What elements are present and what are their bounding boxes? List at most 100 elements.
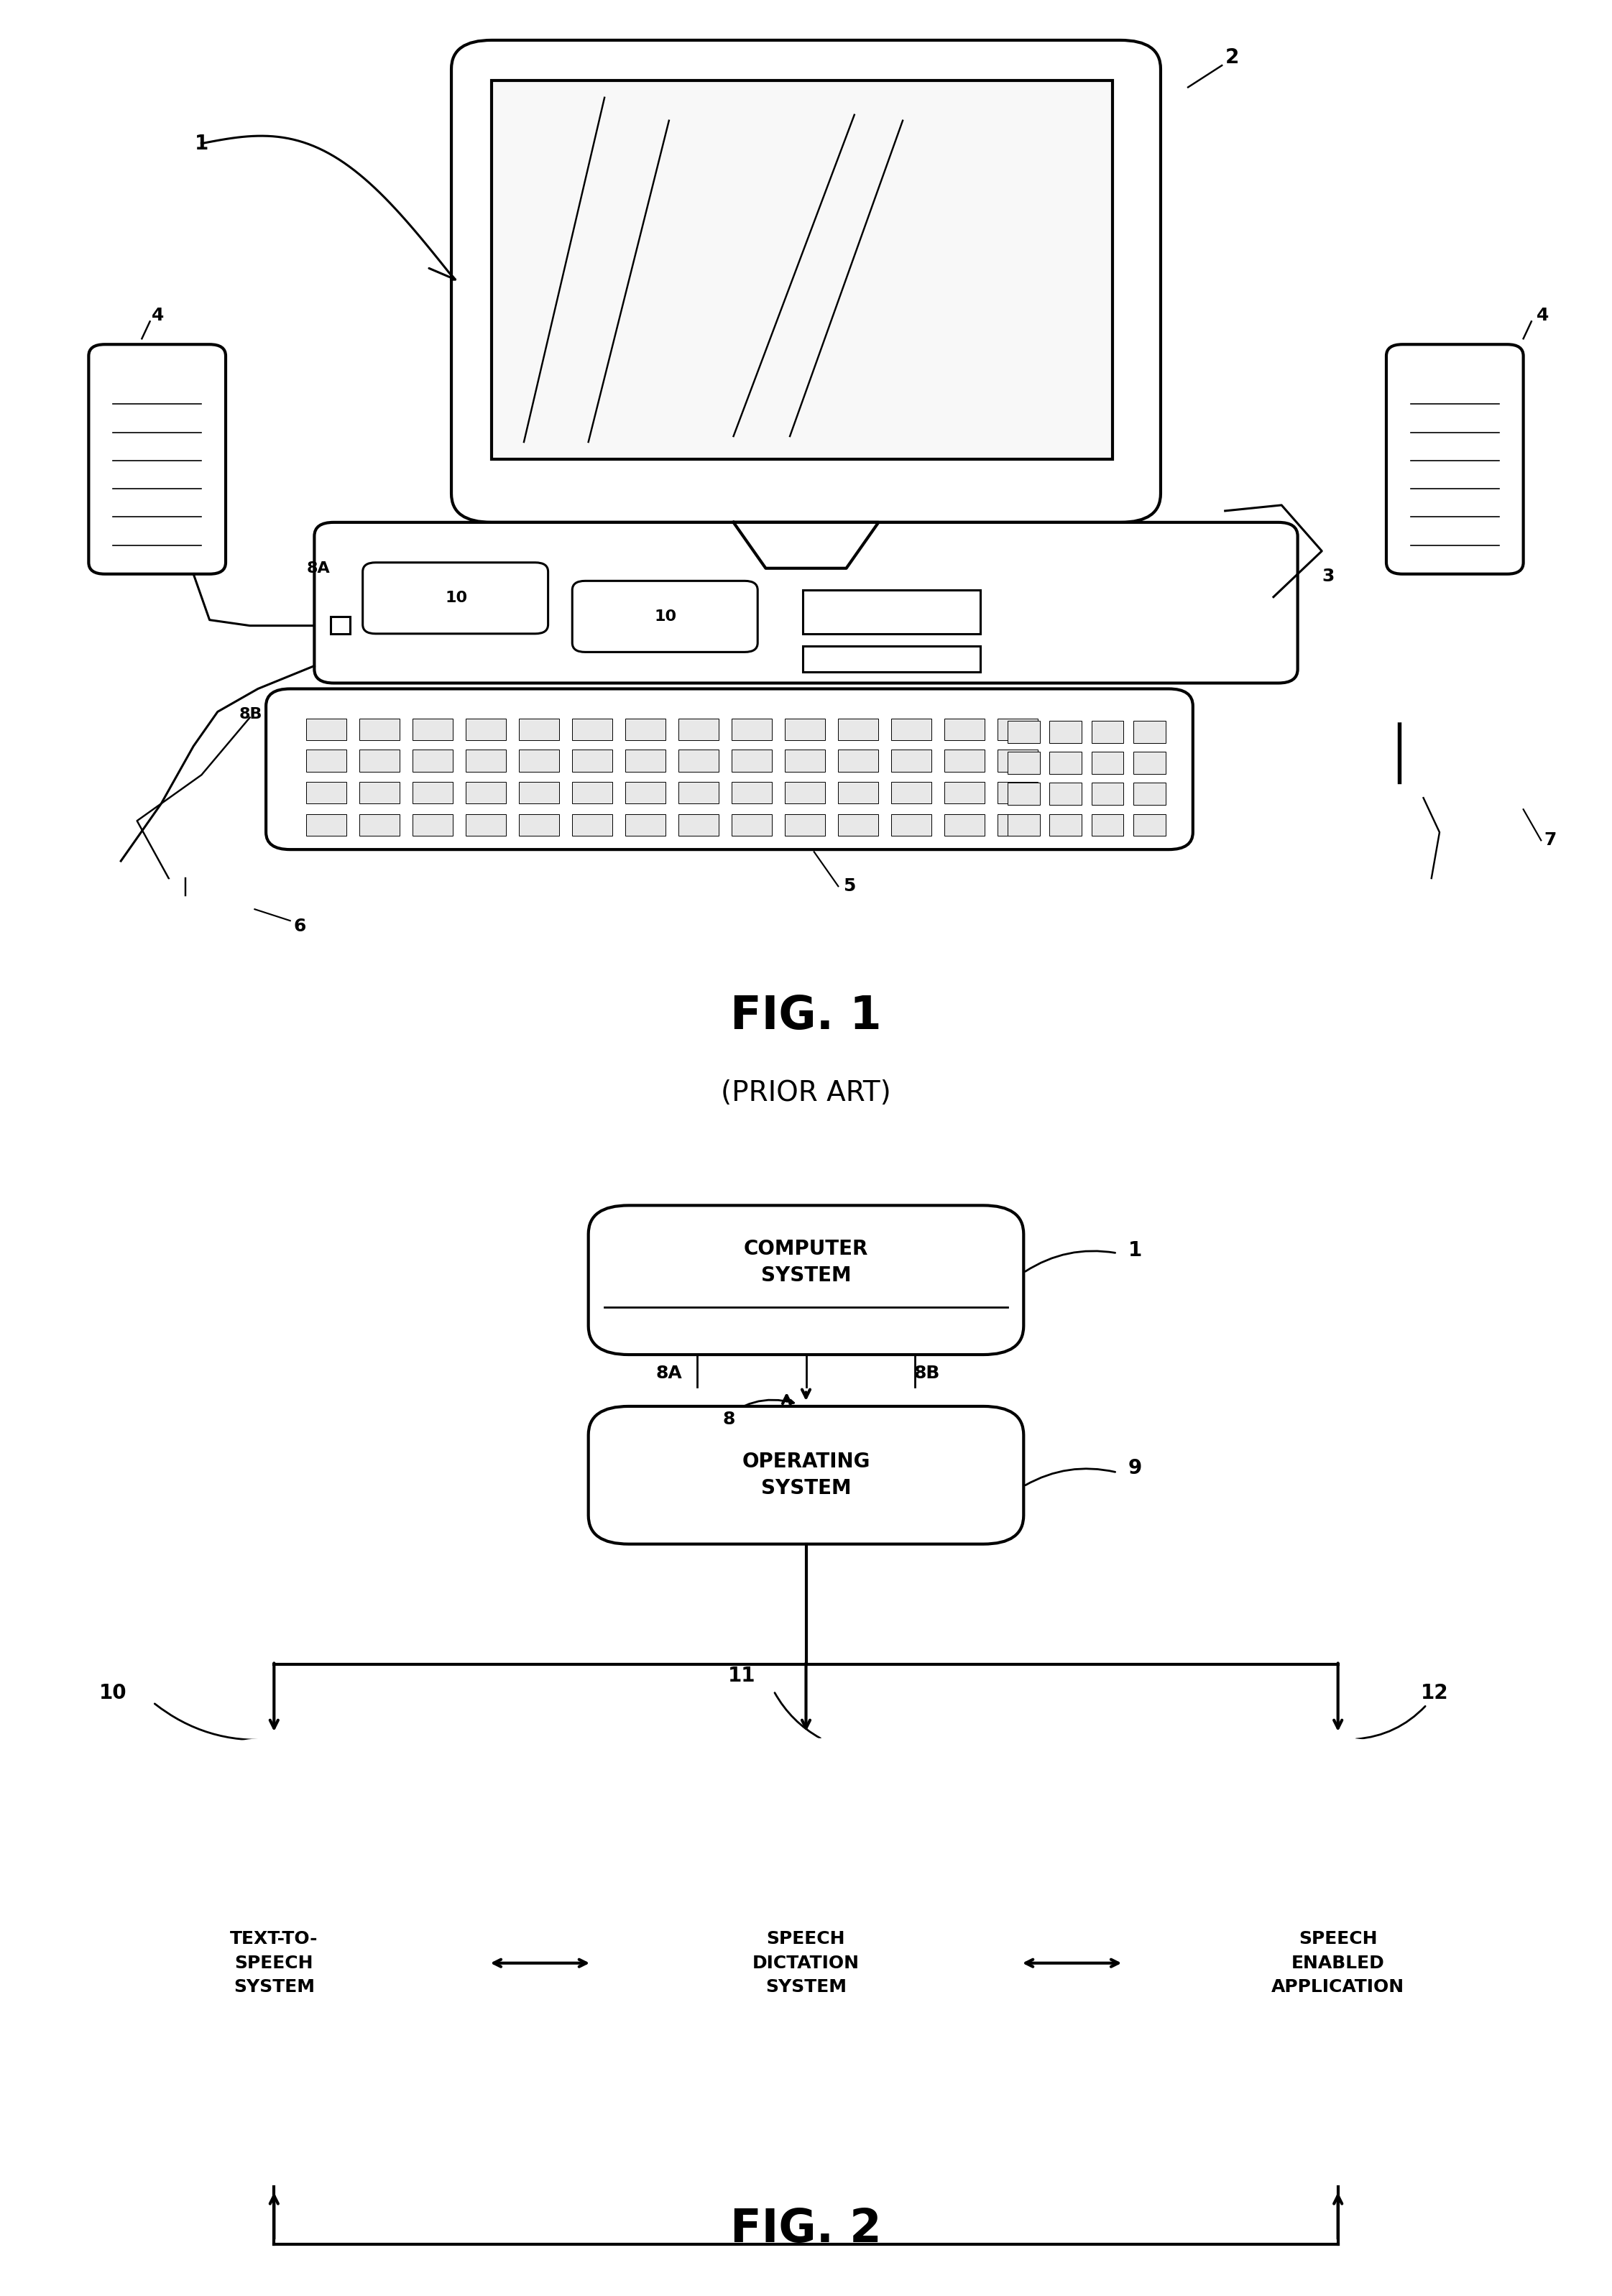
Bar xyxy=(838,781,879,804)
Bar xyxy=(998,719,1038,739)
Ellipse shape xyxy=(677,563,935,592)
Ellipse shape xyxy=(124,879,245,946)
Ellipse shape xyxy=(1128,1740,1548,2186)
Bar xyxy=(519,719,559,739)
Bar xyxy=(838,748,879,771)
Bar xyxy=(945,719,985,739)
Bar xyxy=(1049,783,1082,806)
Bar xyxy=(572,719,613,739)
Text: 7: 7 xyxy=(1544,831,1557,850)
Bar xyxy=(945,781,985,804)
Text: 6: 6 xyxy=(293,918,306,934)
Bar xyxy=(732,748,772,771)
Bar xyxy=(785,815,825,836)
Bar xyxy=(572,781,613,804)
Text: OPERATING
SYSTEM: OPERATING SYSTEM xyxy=(742,1451,870,1499)
Text: 8A: 8A xyxy=(306,560,330,576)
Bar xyxy=(519,748,559,771)
Bar xyxy=(998,748,1038,771)
Text: 11: 11 xyxy=(727,1667,756,1685)
FancyBboxPatch shape xyxy=(363,563,548,634)
Bar xyxy=(466,815,506,836)
Bar xyxy=(625,781,666,804)
Text: FIG. 2: FIG. 2 xyxy=(730,2206,882,2252)
Text: TEXT-TO-
SPEECH
SYSTEM: TEXT-TO- SPEECH SYSTEM xyxy=(231,1931,318,1995)
Ellipse shape xyxy=(596,1740,1016,2186)
Bar xyxy=(891,719,932,739)
FancyBboxPatch shape xyxy=(572,581,758,652)
Bar xyxy=(1008,815,1040,836)
Bar xyxy=(1133,815,1165,836)
Bar xyxy=(1008,783,1040,806)
Bar xyxy=(838,815,879,836)
Text: SPEECH
ENABLED
APPLICATION: SPEECH ENABLED APPLICATION xyxy=(1272,1931,1404,1995)
Bar xyxy=(519,815,559,836)
Text: 8B: 8B xyxy=(914,1364,940,1382)
Bar xyxy=(413,781,453,804)
Bar xyxy=(679,748,719,771)
Bar xyxy=(732,815,772,836)
Text: 1: 1 xyxy=(195,133,208,154)
Bar xyxy=(572,815,613,836)
FancyBboxPatch shape xyxy=(588,1405,1024,1545)
Text: 8A: 8A xyxy=(656,1364,682,1382)
Bar xyxy=(1049,721,1082,744)
Text: 1: 1 xyxy=(1128,1240,1143,1261)
Ellipse shape xyxy=(1338,781,1460,813)
Text: 12: 12 xyxy=(1420,1683,1449,1704)
Text: 10: 10 xyxy=(445,590,467,606)
Bar xyxy=(492,80,1112,459)
FancyBboxPatch shape xyxy=(1386,344,1523,574)
Bar xyxy=(330,615,350,634)
Text: (PRIOR ART): (PRIOR ART) xyxy=(721,1079,891,1107)
Bar xyxy=(1049,815,1082,836)
Bar xyxy=(359,748,400,771)
Bar xyxy=(785,781,825,804)
Bar xyxy=(625,815,666,836)
Bar xyxy=(359,815,400,836)
Text: COMPUTER
SYSTEM: COMPUTER SYSTEM xyxy=(743,1240,869,1286)
Bar xyxy=(625,719,666,739)
Bar xyxy=(732,781,772,804)
Bar xyxy=(838,719,879,739)
Text: 2: 2 xyxy=(1225,48,1240,67)
Bar xyxy=(466,719,506,739)
Bar xyxy=(998,815,1038,836)
FancyBboxPatch shape xyxy=(266,689,1193,850)
Bar xyxy=(359,781,400,804)
Bar xyxy=(891,748,932,771)
Bar xyxy=(519,781,559,804)
Bar xyxy=(572,748,613,771)
Bar xyxy=(306,815,347,836)
Text: SPEECH
DICTATION
SYSTEM: SPEECH DICTATION SYSTEM xyxy=(753,1931,859,1995)
Bar xyxy=(891,815,932,836)
FancyBboxPatch shape xyxy=(451,41,1161,523)
FancyBboxPatch shape xyxy=(89,344,226,574)
Text: 9: 9 xyxy=(1128,1458,1143,1479)
Text: 4: 4 xyxy=(152,308,164,324)
Text: 10: 10 xyxy=(98,1683,127,1704)
Bar xyxy=(306,748,347,771)
Bar xyxy=(785,748,825,771)
Bar xyxy=(998,781,1038,804)
Bar xyxy=(785,719,825,739)
Bar xyxy=(945,748,985,771)
Text: 3: 3 xyxy=(1322,567,1335,585)
Bar xyxy=(679,781,719,804)
Bar xyxy=(945,815,985,836)
Bar xyxy=(1133,783,1165,806)
Bar xyxy=(803,647,980,670)
Text: FIG. 1: FIG. 1 xyxy=(730,994,882,1038)
FancyBboxPatch shape xyxy=(314,523,1298,684)
Bar xyxy=(413,748,453,771)
FancyBboxPatch shape xyxy=(588,1205,1024,1355)
Bar xyxy=(803,590,980,634)
Text: 8B: 8B xyxy=(240,707,263,721)
Bar xyxy=(1008,721,1040,744)
Text: 5: 5 xyxy=(843,877,856,895)
Bar xyxy=(679,719,719,739)
Bar xyxy=(1008,753,1040,774)
Bar xyxy=(891,781,932,804)
Polygon shape xyxy=(733,523,879,569)
Bar xyxy=(1133,721,1165,744)
